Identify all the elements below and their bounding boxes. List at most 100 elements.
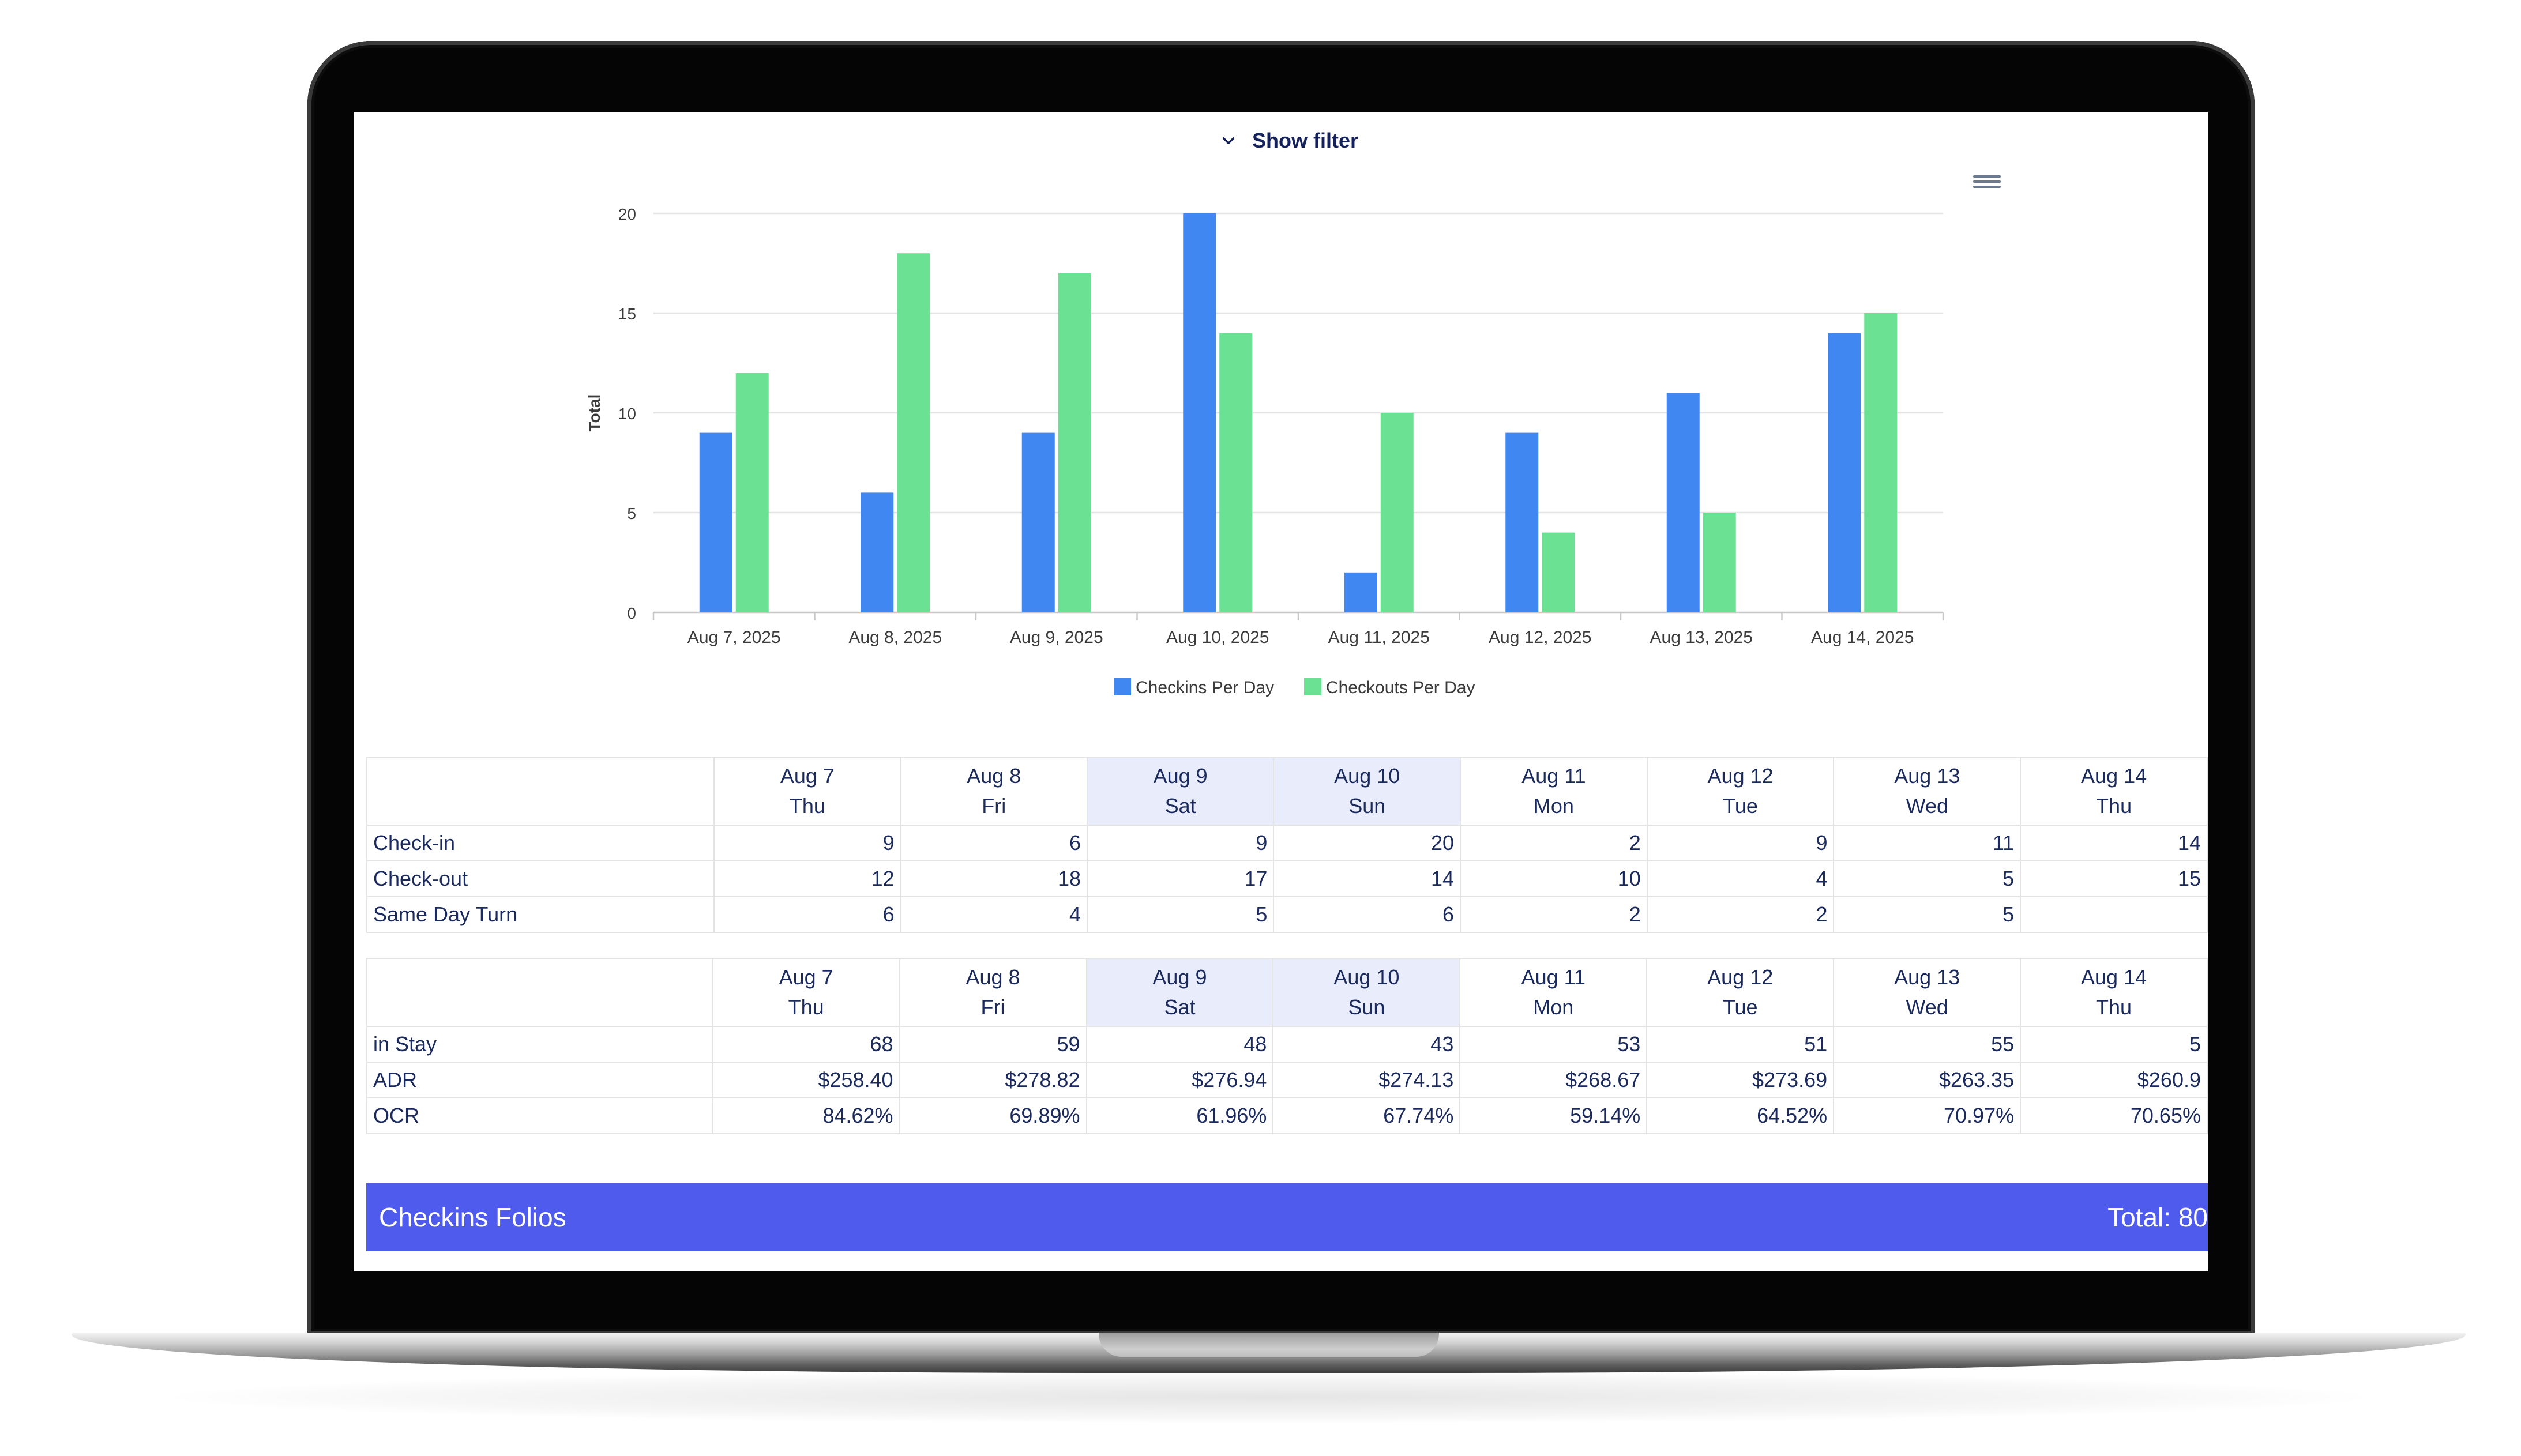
table-cell: 9 bbox=[713, 825, 901, 861]
table-cell: 4 bbox=[1646, 860, 1835, 897]
bar-checkins bbox=[1183, 213, 1216, 612]
chevron-down-icon bbox=[1222, 137, 1235, 144]
bar-checkins bbox=[1828, 333, 1861, 612]
header-date: Aug 7 bbox=[780, 764, 835, 788]
bar-checkouts bbox=[735, 373, 769, 612]
date-column-header: Aug 9 Sat bbox=[1085, 958, 1274, 1027]
y-tick-label: 0 bbox=[627, 604, 636, 622]
table-cell: 5 bbox=[1833, 896, 2022, 933]
x-tick-label: Aug 11, 2025 bbox=[1328, 628, 1430, 647]
bar-checkouts bbox=[1380, 413, 1414, 612]
date-column-header: Aug 12 Tue bbox=[1646, 958, 1835, 1027]
header-weekday: Thu bbox=[789, 794, 825, 818]
stats-row: ADR $258.40 $278.82 $276.94 $274.13 $268.67 $2… bbox=[366, 1062, 2208, 1098]
table-cell bbox=[2020, 896, 2208, 933]
date-column-header: Aug 14 Thu bbox=[2020, 757, 2208, 826]
row-label: Check-in bbox=[366, 825, 715, 861]
table-cell: 20 bbox=[1273, 825, 1461, 861]
bar-checkins bbox=[1344, 572, 1377, 612]
table-cell: 48 bbox=[1085, 1026, 1274, 1063]
checkins-folios-bar[interactable]: Checkins Folios Total: 80 bbox=[366, 1183, 2208, 1251]
table-cell: 70.97% bbox=[1833, 1097, 2022, 1134]
movement-row: Check-in 9 6 9 20 2 9 11 14 bbox=[366, 825, 2208, 861]
row-label: Same Day Turn bbox=[366, 896, 715, 933]
table-cell: 10 bbox=[1460, 860, 1648, 897]
table-cell: 6 bbox=[1273, 896, 1461, 933]
table-cell: 14 bbox=[1273, 860, 1461, 897]
table-cell: $268.67 bbox=[1459, 1062, 1648, 1098]
table-cell: 5 bbox=[1833, 860, 2022, 897]
x-tick-label: Aug 7, 2025 bbox=[687, 628, 781, 647]
header-weekday: Wed bbox=[1906, 995, 1948, 1019]
table-cell: 9 bbox=[1646, 825, 1835, 861]
date-column-header: Aug 8 Fri bbox=[900, 757, 1088, 826]
corner-header-cell bbox=[366, 757, 715, 826]
table-cell: 2 bbox=[1460, 896, 1648, 933]
bar-chart: 0 5 10 15 20 Total Aug 7, 2025 Aug 8, 2025 Aug 9… bbox=[585, 205, 1944, 697]
show-filter-toggle[interactable]: Show filter bbox=[1219, 123, 1358, 158]
table-cell: 2 bbox=[1460, 825, 1648, 861]
header-weekday: Thu bbox=[2096, 995, 2132, 1019]
x-tick-label: Aug 8, 2025 bbox=[848, 628, 942, 647]
date-column-header: Aug 7 Thu bbox=[712, 958, 900, 1027]
date-column-header: Aug 11 Mon bbox=[1459, 958, 1648, 1027]
header-weekday: Tue bbox=[1722, 995, 1758, 1019]
table-cell: $263.35 bbox=[1833, 1062, 2022, 1098]
folio-total: Total: 80 bbox=[2107, 1202, 2208, 1232]
stats-row: in Stay 68 59 48 43 53 51 55 5 bbox=[366, 1026, 2208, 1063]
bar-checkouts bbox=[1864, 313, 1898, 612]
x-tick-label: Aug 13, 2025 bbox=[1650, 628, 1753, 647]
bar-checkins bbox=[1021, 432, 1055, 612]
header-date: Aug 9 bbox=[1152, 965, 1207, 989]
header-date: Aug 14 bbox=[2081, 764, 2147, 788]
header-date: Aug 11 bbox=[1521, 764, 1586, 788]
header-date: Aug 10 bbox=[1333, 965, 1400, 989]
bar-checkouts bbox=[1703, 513, 1736, 612]
table-cell: 59.14% bbox=[1459, 1097, 1648, 1134]
y-tick-label: 15 bbox=[618, 305, 636, 323]
table-cell: 61.96% bbox=[1085, 1097, 1274, 1134]
header-weekday: Thu bbox=[788, 995, 824, 1019]
header-date: Aug 9 bbox=[1153, 764, 1208, 788]
legend-label: Checkouts Per Day bbox=[1326, 678, 1475, 697]
header-weekday: Mon bbox=[1533, 794, 1574, 818]
date-column-header: Aug 13 Wed bbox=[1833, 757, 2022, 826]
header-weekday: Sat bbox=[1164, 995, 1196, 1019]
table-cell: 17 bbox=[1086, 860, 1275, 897]
row-label: OCR bbox=[366, 1097, 713, 1134]
header-date: Aug 7 bbox=[779, 965, 833, 989]
x-tick-label: Aug 10, 2025 bbox=[1166, 628, 1269, 647]
table-cell: $274.13 bbox=[1272, 1062, 1461, 1098]
x-tick-label: Aug 9, 2025 bbox=[1010, 628, 1103, 647]
header-date: Aug 14 bbox=[2081, 965, 2147, 989]
table-cell: 11 bbox=[1833, 825, 2022, 861]
table-cell: 5 bbox=[2020, 1026, 2208, 1063]
header-weekday: Tue bbox=[1723, 794, 1758, 818]
table-cell: 5 bbox=[1086, 896, 1275, 933]
table-cell: 59 bbox=[899, 1026, 1087, 1063]
table-cell: $278.82 bbox=[899, 1062, 1087, 1098]
y-axis-label: Total bbox=[585, 394, 603, 432]
date-column-header: Aug 10 Sun bbox=[1272, 958, 1461, 1027]
table-cell: 51 bbox=[1646, 1026, 1835, 1063]
bar-checkouts bbox=[1542, 532, 1575, 612]
movement-row: Same Day Turn 6 4 5 6 2 2 5 bbox=[366, 896, 2208, 933]
x-tick-label: Aug 12, 2025 bbox=[1489, 628, 1592, 647]
show-filter-label: Show filter bbox=[1252, 129, 1359, 152]
stats-row: OCR 84.62% 69.89% 61.96% 67.74% 59.14% 64.52% 7… bbox=[366, 1097, 2208, 1134]
table-cell: 18 bbox=[900, 860, 1088, 897]
bar-checkins bbox=[1505, 432, 1539, 612]
hamburger-menu-icon[interactable] bbox=[1973, 172, 2001, 195]
header-date: Aug 8 bbox=[967, 764, 1021, 788]
date-column-header: Aug 8 Fri bbox=[899, 958, 1087, 1027]
table-cell: $260.9 bbox=[2020, 1062, 2208, 1098]
bar-checkins bbox=[861, 492, 894, 612]
header-date: Aug 12 bbox=[1707, 764, 1774, 788]
date-column-header: Aug 10 Sun bbox=[1273, 757, 1461, 826]
bar-checkins bbox=[699, 432, 732, 612]
table-cell: 68 bbox=[712, 1026, 900, 1063]
date-column-header: Aug 7 Thu bbox=[713, 757, 901, 826]
corner-header-cell bbox=[366, 958, 713, 1027]
header-weekday: Sun bbox=[1348, 794, 1386, 818]
table-cell: 53 bbox=[1459, 1026, 1648, 1063]
